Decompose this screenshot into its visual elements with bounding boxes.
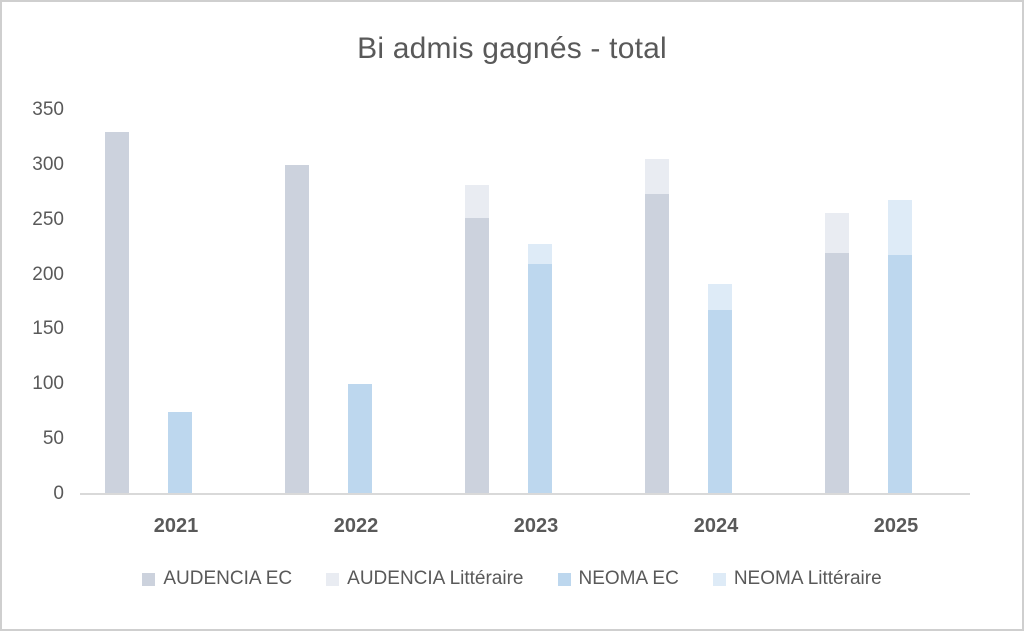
bar-segment-audencia-litt-raire-2023 [465, 184, 489, 218]
chart-title: Bi admis gagnés - total [357, 32, 667, 65]
legend-label: NEOMA Littéraire [733, 568, 882, 589]
legend-swatch-icon [326, 572, 340, 586]
legend-label: AUDENCIA EC [163, 568, 293, 589]
y-tick-label: 0 [53, 483, 64, 504]
x-axis-line [80, 493, 970, 495]
legend-item-audencia-litt-raire: AUDENCIA Littéraire [326, 568, 524, 590]
bar-segment-audencia-ec-2022 [285, 164, 309, 494]
bar-segment-audencia-ec-2024 [645, 194, 669, 494]
legend-swatch-icon [557, 572, 571, 586]
legend: AUDENCIA EC AUDENCIA Littéraire NEOMA EC NE… [2, 568, 1022, 590]
legend-item-neoma-ec: NEOMA EC [557, 568, 679, 590]
y-tick-label: 50 [42, 428, 64, 450]
legend-item-audencia-ec: AUDENCIA EC [142, 568, 292, 590]
bar-segment-neoma-ec-2025 [888, 254, 912, 494]
legend-swatch-icon [712, 572, 726, 586]
bar-segment-neoma-litt-raire-2024 [708, 284, 732, 310]
y-tick-label: 200 [32, 263, 64, 285]
bar-segment-neoma-ec-2023 [528, 263, 552, 494]
x-category-label-2025: 2025 [873, 515, 919, 537]
bar-segment-neoma-litt-raire-2023 [528, 243, 552, 264]
legend-label: NEOMA EC [578, 568, 679, 589]
bar-segment-audencia-litt-raire-2025 [825, 213, 849, 253]
x-category-label-2024: 2024 [693, 515, 739, 537]
y-tick-label: 350 [32, 99, 64, 120]
y-tick-label: 250 [32, 208, 64, 230]
bar-segment-audencia-ec-2021 [105, 131, 129, 494]
bar-segment-neoma-ec-2022 [348, 384, 372, 494]
x-category-label-2021: 2021 [153, 515, 199, 537]
bar-segment-audencia-ec-2025 [825, 252, 849, 494]
x-category-label-2023: 2023 [513, 515, 559, 537]
y-tick-label: 300 [32, 153, 64, 175]
bar-segment-neoma-litt-raire-2025 [888, 199, 912, 255]
bar-segment-audencia-litt-raire-2024 [645, 159, 669, 195]
y-tick-label: 150 [32, 318, 64, 340]
bar-segment-audencia-ec-2023 [465, 217, 489, 494]
bar-segment-neoma-ec-2021 [168, 411, 192, 494]
x-category-label-2022: 2022 [333, 515, 379, 537]
legend-swatch-icon [142, 572, 156, 586]
legend-item-neoma-litt-raire: NEOMA Littéraire [712, 568, 882, 590]
legend-label: AUDENCIA Littéraire [347, 568, 524, 589]
y-tick-label: 100 [32, 373, 64, 395]
bar-segment-neoma-ec-2024 [708, 309, 732, 494]
